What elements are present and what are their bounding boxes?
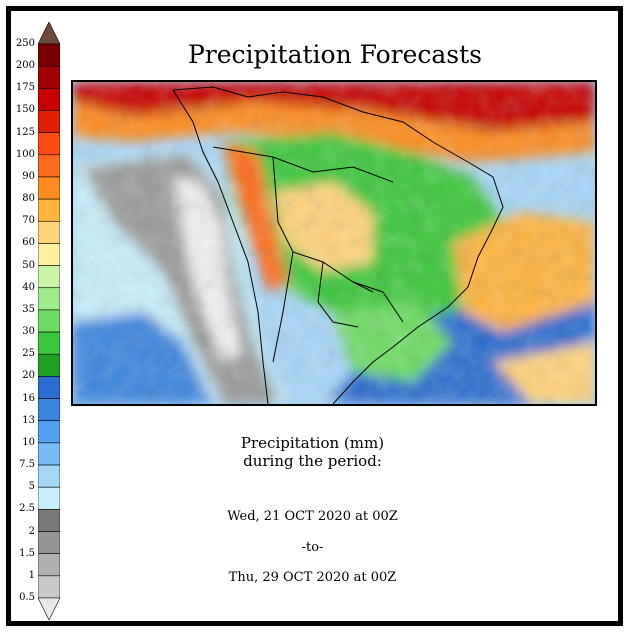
colorbar-cell: [38, 220, 60, 244]
caption-line-1: Precipitation (mm): [240, 434, 385, 452]
colorbar-cell: [38, 398, 60, 422]
colorbar-tick-label: 16: [22, 392, 35, 404]
colorbar-tick-label: 2: [28, 525, 35, 537]
colorbar-tick-label: 80: [22, 193, 35, 205]
period-caption: Precipitation (mm) during the period:: [70, 434, 555, 470]
colorbar-tick-label: 100: [15, 148, 35, 160]
colorbar-cell: [38, 265, 60, 289]
end-date: Thu, 29 OCT 2020 at 00Z: [228, 570, 397, 585]
colorbar-cell: [38, 309, 60, 333]
coastlines: [172, 86, 504, 404]
border-2: [272, 156, 374, 293]
chart-title: Precipitation Forecasts: [187, 40, 483, 69]
border-3: [317, 261, 359, 328]
to-separator: -to-: [301, 540, 324, 555]
colorbar-tick-label: 35: [22, 303, 35, 315]
colorbar-cell: [38, 243, 60, 266]
colorbar-cell: [38, 65, 60, 89]
colorbar-tick-label: 70: [22, 215, 35, 227]
colorbar-tick-label: 40: [22, 281, 35, 293]
colorbar-cell: [38, 376, 60, 399]
map-canvas: [73, 82, 595, 404]
colorbar-cell: [38, 442, 60, 466]
colorbar-cell: [38, 154, 60, 178]
colorbar-cell: [38, 531, 60, 554]
colorbar-tick-label: 175: [15, 82, 35, 94]
colorbar-tick-label: 200: [15, 60, 35, 72]
colorbar-cell: [38, 287, 60, 311]
colorbar-cell: [38, 43, 60, 67]
colorbar-cell: [38, 464, 60, 488]
colorbar-tick-label: 2.5: [19, 503, 35, 515]
colorbar-tick-label: 150: [15, 104, 35, 116]
colorbar-tick-label: 25: [22, 348, 35, 360]
colorbar-tick-label: 30: [22, 326, 35, 338]
border-1: [212, 146, 394, 183]
continent-outline: [172, 86, 504, 404]
colorbar-cell: [38, 353, 60, 377]
colorbar-tick-label: 50: [22, 259, 35, 271]
colorbar-cell: [38, 88, 60, 111]
pacific-coastline: [172, 89, 269, 404]
colorbar-tick-label: 5: [28, 481, 35, 493]
colorbar: [38, 22, 60, 620]
colorbar-cell: [38, 553, 60, 577]
colorbar-cell: [38, 132, 60, 156]
colorbar-tick-label: 0.5: [19, 592, 35, 603]
colorbar-tick-label: 1: [28, 569, 35, 581]
colorbar-cell: [38, 575, 60, 599]
colorbar-tick-label: 90: [22, 170, 35, 182]
colorbar-cell: [38, 331, 60, 355]
colorbar-tick-label: 125: [15, 126, 35, 138]
colorbar-tick-label: 20: [22, 370, 35, 382]
colorbar-cell: [38, 420, 60, 444]
colorbar-cell: [38, 198, 60, 222]
border-5: [352, 281, 404, 323]
colorbar-tick-label: 13: [22, 414, 35, 426]
caption-line-2: during the period:: [243, 452, 382, 470]
colorbar-min-arrow: [38, 597, 60, 620]
colorbar-cell: [38, 509, 60, 532]
colorbar-max-arrow: [38, 22, 60, 45]
colorbar-tick-label: 60: [22, 237, 35, 249]
colorbar-cell: [38, 176, 60, 200]
colorbar-tick-label: 10: [22, 436, 35, 448]
colorbar-tick-label: 1.5: [19, 547, 35, 559]
border-4: [272, 251, 294, 363]
colorbar-tick-label: 250: [15, 38, 35, 49]
colorbar-tick-label: 7.5: [19, 459, 35, 471]
colorbar-cell: [38, 110, 60, 133]
precipitation-map: [71, 80, 597, 406]
noise-texture: [73, 82, 595, 404]
colorbar-cell: [38, 486, 60, 510]
start-date: Wed, 21 OCT 2020 at 00Z: [227, 509, 398, 524]
